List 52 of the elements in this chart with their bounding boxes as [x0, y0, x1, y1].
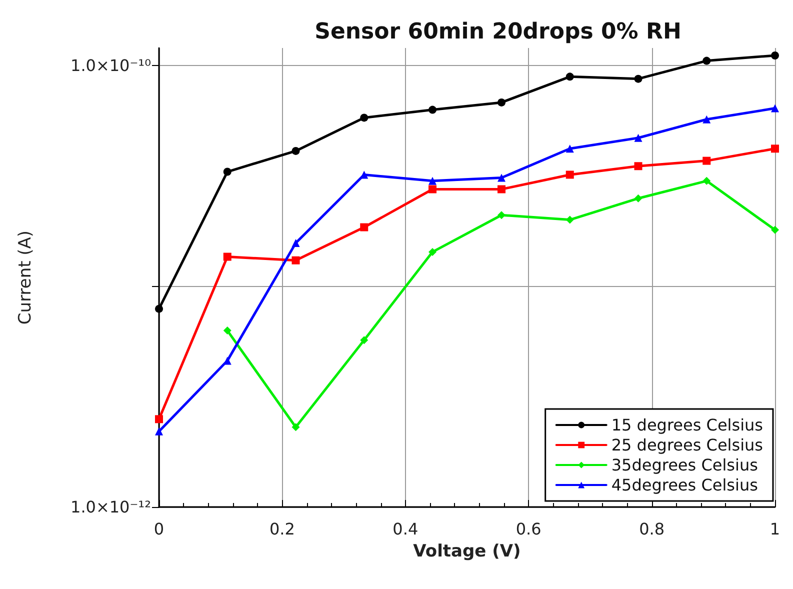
point: [155, 415, 163, 424]
point: [566, 144, 574, 153]
point: [771, 144, 779, 153]
point: [223, 252, 232, 261]
y-tick-label: 1.0×10⁻¹²: [70, 498, 151, 516]
y-tick-label: 1.0×10⁻¹⁰: [70, 56, 151, 75]
x-tick-label: 0.4: [392, 520, 418, 538]
point: [292, 423, 300, 432]
point: [566, 72, 574, 81]
point: [634, 74, 642, 83]
point: [223, 326, 232, 335]
point: [155, 304, 163, 313]
chart-title: Sensor 60min 20drops 0% RH: [314, 20, 682, 44]
point: [566, 216, 574, 224]
point: [702, 156, 711, 165]
point: [771, 104, 779, 112]
x-tick-label: 0: [154, 520, 164, 538]
point: [566, 170, 574, 179]
x-axis-title: Voltage (V): [413, 542, 521, 562]
point: [771, 226, 779, 234]
legend-label: 35degrees Celsius: [611, 456, 758, 474]
x-tick-label: 0.6: [516, 520, 542, 538]
point: [292, 256, 300, 264]
point: [428, 176, 437, 185]
point: [428, 106, 437, 114]
point: [498, 98, 506, 106]
point: [702, 115, 711, 124]
y-axis-title: Current (A): [16, 230, 36, 325]
point: [497, 185, 506, 194]
point: [428, 248, 437, 256]
point: [360, 223, 368, 232]
x-tick-label: 0.8: [639, 520, 665, 538]
point: [771, 51, 779, 60]
point: [702, 176, 711, 185]
x-tick-label: 0.2: [269, 520, 295, 538]
point: [223, 168, 232, 176]
legend-label: 45degrees Celsius: [611, 476, 758, 494]
point: [292, 146, 300, 155]
point: [360, 114, 368, 122]
point: [497, 174, 506, 182]
point: [497, 211, 506, 220]
legend-label: 25 degrees Celsius: [611, 436, 763, 454]
legend-label: 15 degrees Celsius: [611, 416, 763, 434]
point: [155, 427, 163, 436]
point: [428, 185, 437, 194]
point: [634, 162, 642, 170]
point: [634, 194, 642, 202]
point: [292, 238, 300, 247]
point: [360, 336, 368, 344]
x-tick-label: 1: [770, 520, 780, 538]
point: [634, 134, 642, 142]
point: [702, 56, 711, 65]
